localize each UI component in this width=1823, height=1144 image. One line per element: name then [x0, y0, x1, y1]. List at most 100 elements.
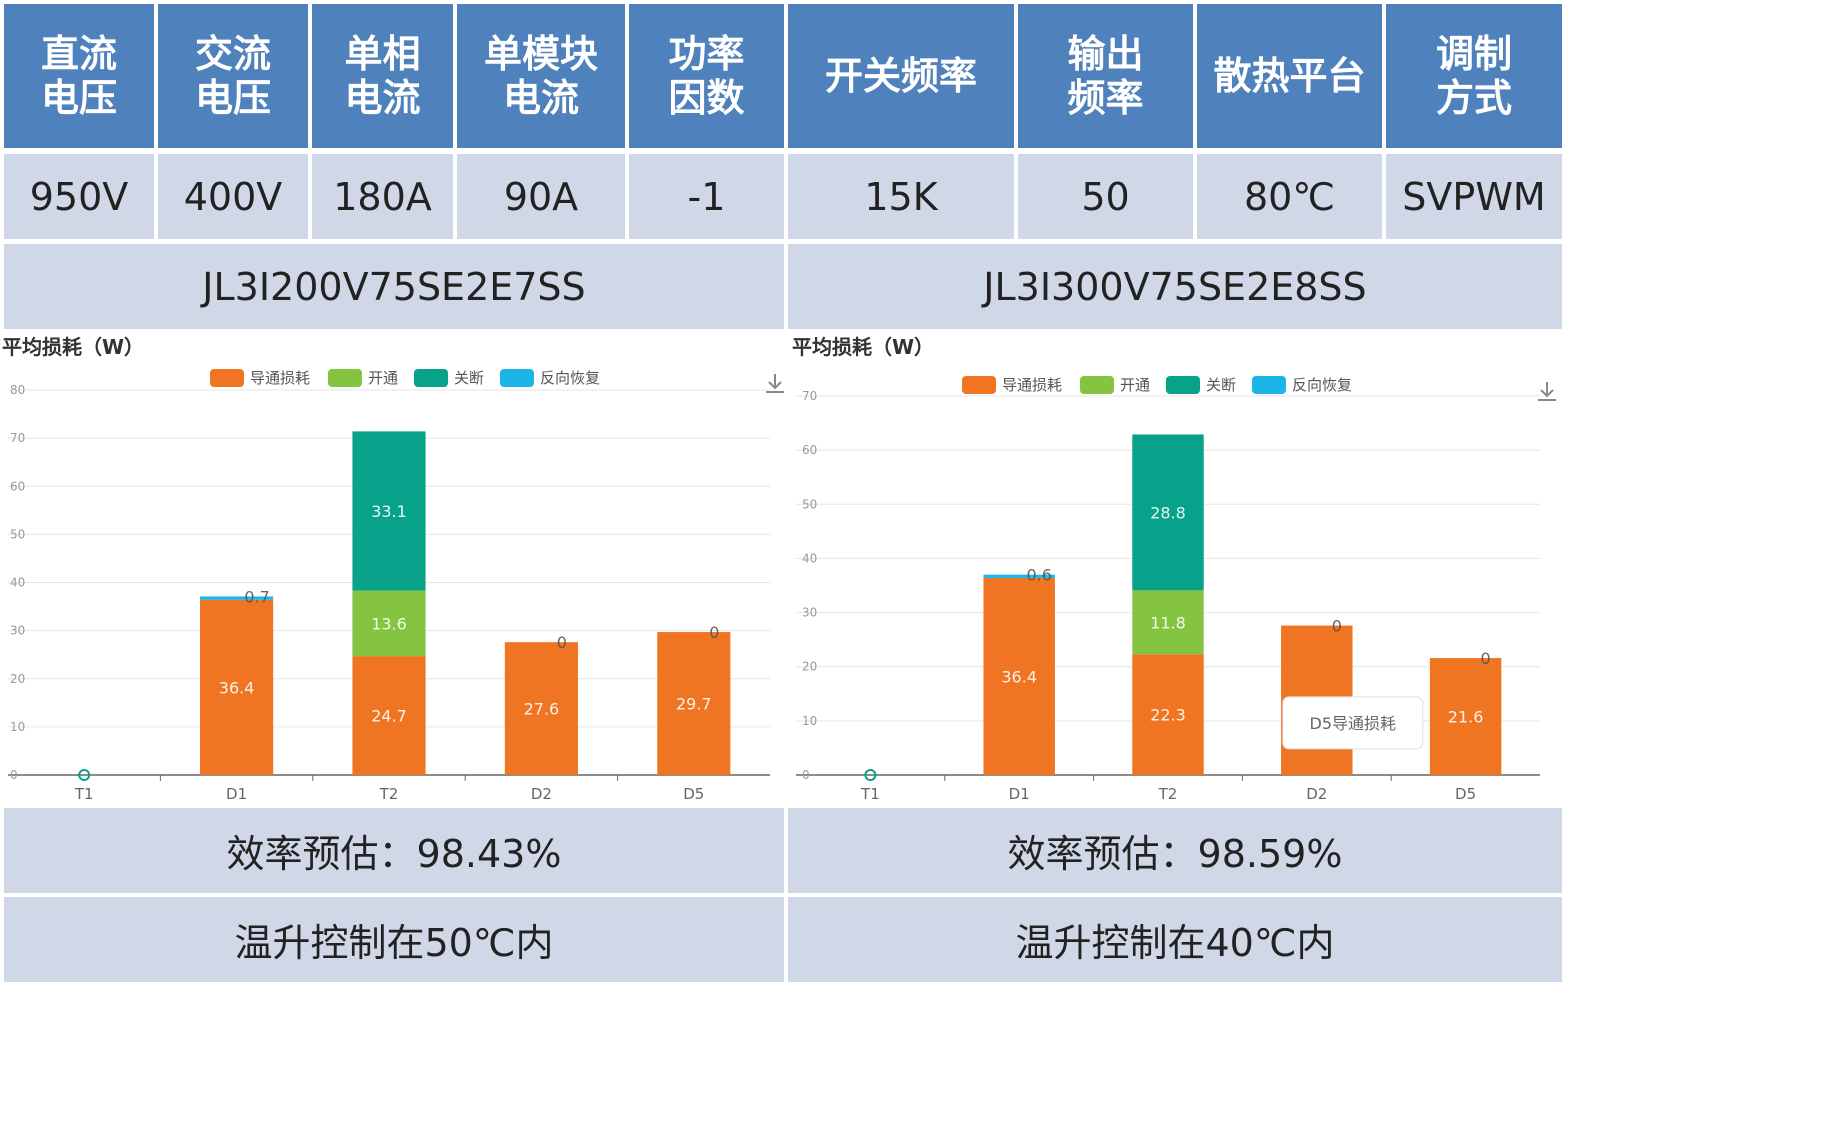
header-heatsink-platform: 散热平台 — [1197, 4, 1382, 148]
y-tick-label: 50 — [10, 527, 25, 541]
header-ac-voltage: 交流 电压 — [158, 4, 308, 148]
chart-title: 平均损耗（W） — [2, 335, 144, 359]
x-tick-label: T2 — [379, 785, 399, 803]
x-tick-label: T1 — [860, 785, 880, 803]
bar-T2-开通 — [352, 590, 426, 657]
bar-D5-导通损耗 — [657, 632, 731, 775]
data-label-D2-导通损耗: 27.6 — [524, 700, 560, 719]
y-tick-label: 70 — [10, 431, 25, 445]
value-ac-voltage: 400V — [158, 154, 308, 239]
value-switching-frequency: 15K — [788, 154, 1014, 239]
bar-T2-导通损耗 — [1132, 654, 1204, 775]
legend-label-1: 开通 — [1120, 376, 1150, 394]
x-tick-label: D2 — [531, 785, 552, 803]
header-module-current: 单模块 电流 — [457, 4, 625, 148]
temperature-rise-right: 温升控制在40℃内 — [788, 897, 1562, 982]
temperature-rise-left: 温升控制在50℃内 — [4, 897, 784, 982]
y-tick-label: 20 — [10, 672, 25, 686]
data-label-T2-开通: 13.6 — [371, 614, 407, 633]
bar-D1-导通损耗 — [983, 577, 1055, 775]
legend-swatch-1 — [1080, 376, 1114, 394]
loss-chart-left-panel: 平均损耗（W） 导通损耗 开通 关断 反向恢复 0 10 20 30 40 50 60 70 80 T1 D1… — [0, 332, 784, 804]
download-icon[interactable] — [766, 374, 784, 393]
model-right: JL3I300V75SE2E8SS — [788, 244, 1562, 329]
legend-label-3: 反向恢复 — [1292, 376, 1352, 394]
y-tick-label: 0 — [10, 768, 18, 782]
y-tick-label: 60 — [802, 443, 817, 457]
legend-swatch-0 — [210, 369, 244, 387]
legend-label-2: 关断 — [454, 369, 484, 387]
value-heatsink-platform: 80℃ — [1197, 154, 1382, 239]
data-label-D1-反向恢复: 0.6 — [1026, 566, 1051, 585]
value-power-factor: -1 — [629, 154, 784, 239]
y-tick-label: 20 — [802, 660, 817, 674]
bar-T2-关断 — [1132, 434, 1204, 591]
x-tick-label: T2 — [1158, 785, 1178, 803]
legend-label-0: 导通损耗 — [1002, 376, 1062, 394]
data-label-T2-关断: 33.1 — [371, 502, 407, 521]
y-tick-label: 40 — [10, 576, 25, 590]
header-modulation-method: 调制 方式 — [1386, 4, 1562, 148]
loss-chart-right-panel: 平均损耗（W） 导通损耗 开通 关断 反向恢复 0 10 20 30 40 50 60 70 T1 D1 36… — [788, 332, 1562, 804]
legend-swatch-2 — [414, 369, 448, 387]
header-output-frequency: 输出 频率 — [1018, 4, 1193, 148]
x-tick-label: D1 — [226, 785, 247, 803]
download-icon[interactable] — [1538, 382, 1556, 401]
x-tick-label: T1 — [74, 785, 94, 803]
efficiency-right: 效率预估：98.59% — [788, 808, 1562, 893]
bar-D1-反向恢复 — [200, 596, 274, 600]
efficiency-left: 效率预估：98.43% — [4, 808, 784, 893]
zero-marker-T1 — [78, 769, 91, 781]
chart-title: 平均损耗（W） — [792, 335, 934, 359]
tooltip-box — [1282, 696, 1424, 750]
y-tick-label: 80 — [10, 383, 25, 397]
legend-swatch-3 — [1252, 376, 1286, 394]
value-dc-voltage: 950V — [4, 154, 154, 239]
bar-T2-开通 — [1132, 590, 1204, 655]
x-tick-label: D2 — [1306, 785, 1327, 803]
zero-marker-T1 — [864, 769, 877, 781]
tooltip-text: D5导通损耗 — [1310, 714, 1397, 733]
y-tick-label: 60 — [10, 479, 25, 493]
header-dc-voltage: 直流 电压 — [4, 4, 154, 148]
y-tick-label: 30 — [802, 606, 817, 620]
data-label-D2-反向恢复: 0 — [1332, 617, 1342, 636]
legend-label-0: 导通损耗 — [250, 369, 310, 387]
data-label-D5-导通损耗: 21.6 — [1448, 708, 1484, 727]
value-phase-current: 180A — [312, 154, 453, 239]
bar-T2-关断 — [352, 431, 426, 591]
x-tick-label: D5 — [683, 785, 704, 803]
legend-label-3: 反向恢复 — [540, 369, 600, 387]
value-modulation-method: SVPWM — [1386, 154, 1562, 239]
data-label-T2-导通损耗: 24.7 — [371, 707, 407, 726]
legend-label-2: 关断 — [1206, 376, 1236, 394]
y-tick-label: 50 — [802, 497, 817, 511]
data-label-D1-反向恢复: 0.7 — [244, 587, 269, 606]
bar-T2-导通损耗 — [352, 656, 426, 775]
x-tick-label: D1 — [1009, 785, 1030, 803]
data-label-T2-导通损耗: 22.3 — [1150, 706, 1186, 725]
data-label-D1-导通损耗: 36.4 — [219, 678, 255, 697]
legend-label-1: 开通 — [368, 369, 398, 387]
data-label-D2-反向恢复: 0 — [557, 633, 567, 652]
bar-D2-导通损耗 — [504, 642, 578, 775]
header-power-factor: 功率 因数 — [629, 4, 784, 148]
value-output-frequency: 50 — [1018, 154, 1193, 239]
model-left: JL3I200V75SE2E7SS — [4, 244, 784, 329]
data-label-T2-开通: 11.8 — [1150, 613, 1186, 632]
y-tick-label: 70 — [802, 389, 817, 403]
loss-chart-left: 平均损耗（W） 导通损耗 开通 关断 反向恢复 0 10 20 30 40 50 60 70 80 T1 D1… — [2, 335, 784, 803]
loss-chart-right: 平均损耗（W） 导通损耗 开通 关断 反向恢复 0 10 20 30 40 50 60 70 T1 D1 36… — [792, 335, 1556, 803]
legend-swatch-0 — [962, 376, 996, 394]
bar-D1-反向恢复 — [983, 574, 1055, 578]
data-label-D1-导通损耗: 36.4 — [1001, 667, 1037, 686]
y-tick-label: 40 — [802, 551, 817, 565]
legend-swatch-1 — [328, 369, 362, 387]
y-tick-label: 30 — [10, 624, 25, 638]
header-switching-frequency: 开关频率 — [788, 4, 1014, 148]
header-phase-current: 单相 电流 — [312, 4, 453, 148]
data-label-T2-关断: 28.8 — [1150, 503, 1186, 522]
legend-swatch-2 — [1166, 376, 1200, 394]
data-label-D5-反向恢复: 0 — [1481, 649, 1491, 668]
bar-D1-导通损耗 — [200, 599, 274, 775]
